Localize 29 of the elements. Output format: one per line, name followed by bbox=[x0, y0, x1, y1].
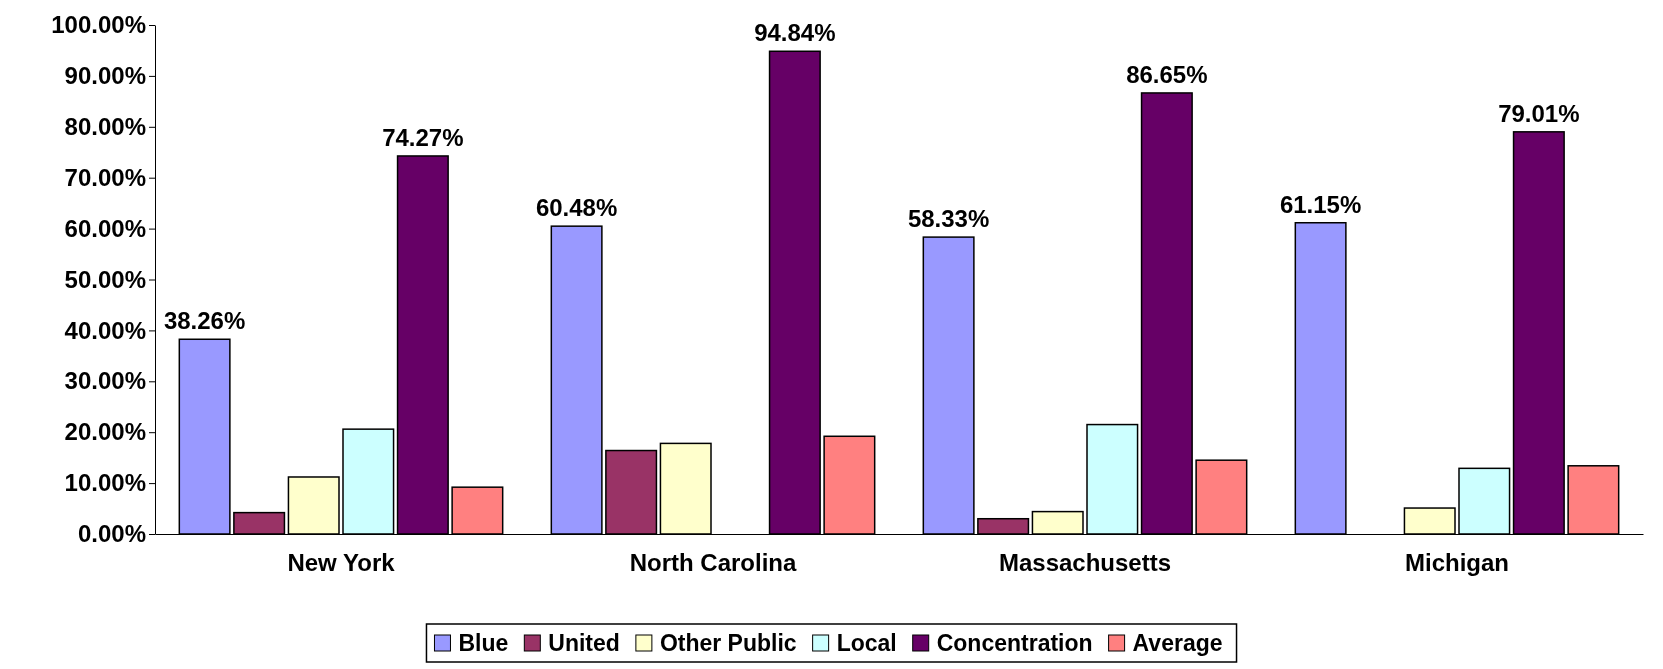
data-label: 60.48% bbox=[535, 194, 618, 222]
x-tick-label: New York bbox=[287, 549, 396, 577]
y-tick-label: 100.00% bbox=[51, 11, 146, 39]
data-label: 74.27% bbox=[382, 123, 464, 151]
legend-label: Local bbox=[836, 630, 897, 656]
legend-label: Other Public bbox=[659, 630, 797, 656]
y-tick-label: 10.00% bbox=[64, 469, 146, 497]
legend-label: Concentration bbox=[936, 630, 1093, 656]
data-label: 79.01% bbox=[1498, 99, 1580, 127]
data-label: 94.84% bbox=[754, 19, 836, 47]
y-tick-label: 20.00% bbox=[64, 418, 146, 446]
y-tick-label: 50.00% bbox=[64, 265, 146, 293]
legend-label: Blue bbox=[458, 630, 509, 656]
y-tick-label: 70.00% bbox=[64, 163, 146, 191]
data-label: 38.26% bbox=[163, 307, 246, 335]
data-label: 58.33% bbox=[907, 205, 990, 233]
y-tick-label: 30.00% bbox=[64, 367, 146, 395]
x-tick-label: North Carolina bbox=[629, 549, 797, 577]
data-label: 61.15% bbox=[1279, 190, 1362, 218]
y-tick-label: 40.00% bbox=[64, 316, 146, 344]
x-tick-label: Michigan bbox=[1404, 549, 1510, 577]
y-tick-label: 60.00% bbox=[64, 214, 146, 242]
x-tick-label: Massachusetts bbox=[998, 549, 1172, 577]
y-tick-label: 90.00% bbox=[64, 62, 146, 90]
y-tick-label: 0.00% bbox=[77, 520, 146, 548]
data-label: 86.65% bbox=[1126, 60, 1208, 88]
y-tick-label: 80.00% bbox=[64, 112, 146, 140]
legend-label: United bbox=[548, 630, 620, 656]
legend-label: Average bbox=[1132, 630, 1223, 656]
